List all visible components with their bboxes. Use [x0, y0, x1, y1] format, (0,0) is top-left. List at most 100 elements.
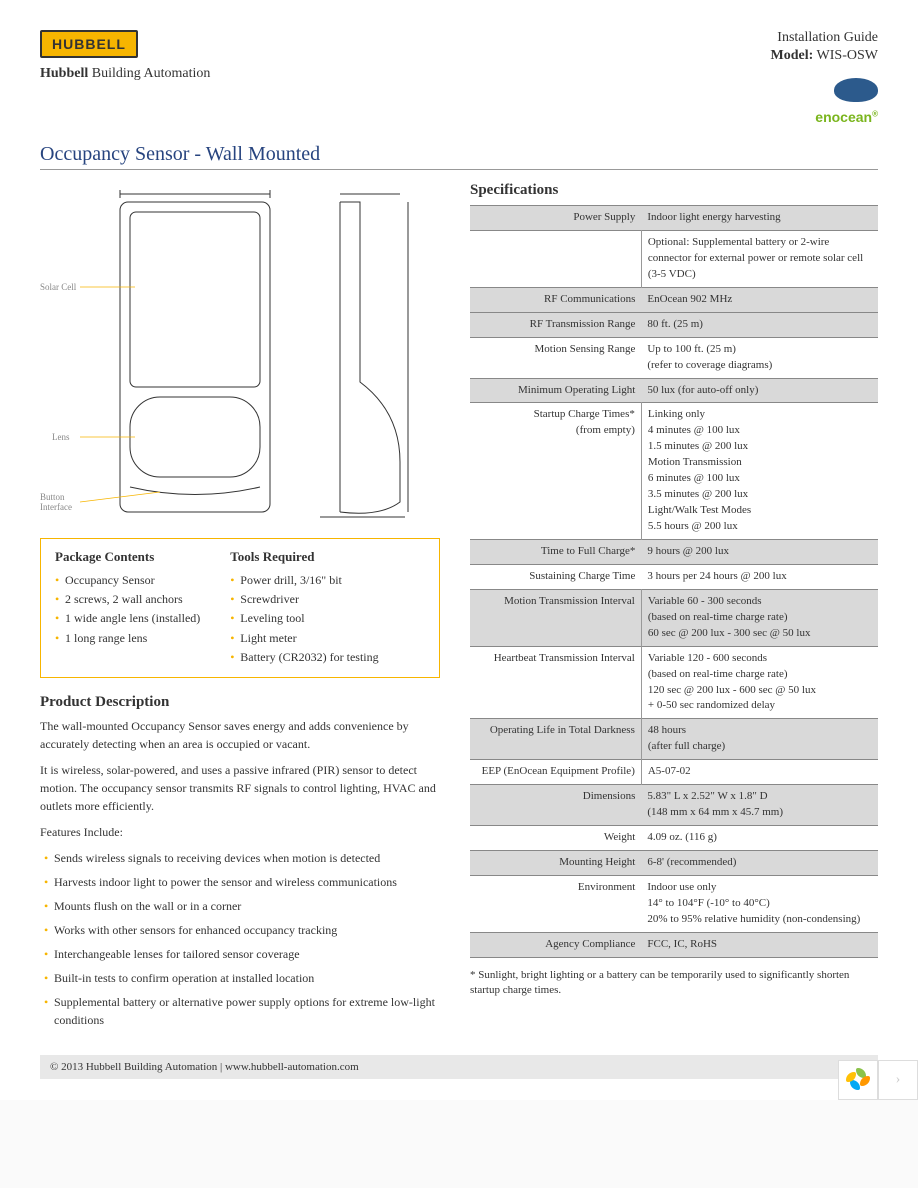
enocean-logo: enocean® [771, 78, 878, 125]
list-item: Power drill, 3/16" bit [230, 571, 378, 590]
spec-value: Variable 120 - 600 seconds (based on rea… [641, 646, 878, 719]
page-title: Occupancy Sensor - Wall Mounted [40, 143, 878, 170]
package-list: Occupancy Sensor2 screws, 2 wall anchors… [55, 571, 200, 648]
tools-head: Tools Required [230, 549, 378, 565]
spec-row: EnvironmentIndoor use only 14° to 104°F … [470, 875, 878, 932]
guide-block: Installation Guide Model: WIS-OSW enocea… [771, 30, 878, 125]
list-item: 2 screws, 2 wall anchors [55, 590, 200, 609]
dolphin-icon [834, 78, 878, 102]
spec-head: Specifications [470, 182, 878, 199]
list-item: Harvests indoor light to power the senso… [40, 873, 440, 891]
enocean-text: enocean® [771, 109, 878, 125]
list-item: Built-in tests to confirm operation at i… [40, 969, 440, 987]
spec-row: Heartbeat Transmission IntervalVariable … [470, 646, 878, 719]
pinwheel-button[interactable] [838, 1060, 878, 1100]
spec-label: Dimensions [470, 785, 641, 826]
spec-row: Motion Sensing RangeUp to 100 ft. (25 m)… [470, 337, 878, 378]
spec-row: Time to Full Charge*9 hours @ 200 lux [470, 539, 878, 564]
spec-value: 48 hours (after full charge) [641, 719, 878, 760]
list-item: Interchangeable lenses for tailored sens… [40, 945, 440, 963]
next-button[interactable]: › [878, 1060, 918, 1100]
list-item: Leveling tool [230, 609, 378, 628]
model-line: Model: WIS-OSW [771, 48, 878, 64]
list-item: Occupancy Sensor [55, 571, 200, 590]
tools-list: Power drill, 3/16" bitScrewdriverLevelin… [230, 571, 378, 667]
spec-row: RF CommunicationsEnOcean 902 MHz [470, 287, 878, 312]
spec-value: Indoor use only 14° to 104°F (-10° to 40… [641, 875, 878, 932]
spec-row: Operating Life in Total Darkness48 hours… [470, 719, 878, 760]
list-item: 1 long range lens [55, 629, 200, 648]
spec-footnote: * Sunlight, bright lighting or a battery… [470, 968, 878, 999]
brand-bold: Hubbell [40, 66, 88, 81]
spec-value: 5.83" L x 2.52" W x 1.8" D (148 mm x 64 … [641, 785, 878, 826]
spec-label: Operating Life in Total Darkness [470, 719, 641, 760]
spec-row: Mounting Height6-8' (recommended) [470, 851, 878, 876]
spec-label: Time to Full Charge* [470, 539, 641, 564]
spec-row: RF Transmission Range80 ft. (25 m) [470, 312, 878, 337]
brand-rest: Building Automation [88, 66, 210, 81]
package-box: Package Contents Occupancy Sensor2 screw… [40, 538, 440, 678]
brand-line: Hubbell Building Automation [40, 66, 210, 82]
spec-row: Weight4.09 oz. (116 g) [470, 826, 878, 851]
spec-row: Motion Transmission IntervalVariable 60 … [470, 589, 878, 646]
model-label: Model: [771, 48, 814, 63]
spec-row: Agency ComplianceFCC, IC, RoHS [470, 932, 878, 957]
package-head: Package Contents [55, 549, 200, 565]
spec-value: Linking only 4 minutes @ 100 lux 1.5 min… [641, 403, 878, 540]
model-value: WIS-OSW [813, 48, 878, 63]
list-item: Screwdriver [230, 590, 378, 609]
list-item: Mounts flush on the wall or in a corner [40, 897, 440, 915]
desc-p1: The wall-mounted Occupancy Sensor saves … [40, 717, 440, 753]
spec-label: Mounting Height [470, 851, 641, 876]
spec-label: Motion Sensing Range [470, 337, 641, 378]
list-item: Light meter [230, 629, 378, 648]
page-footer: © 2013 Hubbell Building Automation | www… [40, 1055, 878, 1079]
pinwheel-icon [846, 1068, 870, 1092]
list-item: 1 wide angle lens (installed) [55, 609, 200, 628]
spec-label: Agency Compliance [470, 932, 641, 957]
chevron-right-icon: › [896, 1072, 901, 1088]
spec-label: Startup Charge Times* (from empty) [470, 403, 641, 540]
spec-value: Up to 100 ft. (25 m) (refer to coverage … [641, 337, 878, 378]
logo-block: HUBBELL Hubbell Building Automation [40, 30, 210, 82]
spec-value: FCC, IC, RoHS [641, 932, 878, 957]
spec-label: RF Transmission Range [470, 312, 641, 337]
label-button: Button [40, 492, 65, 502]
spec-label: Weight [470, 826, 641, 851]
spec-row: Optional: Supplemental battery or 2-wire… [470, 230, 878, 287]
spec-label: Minimum Operating Light [470, 378, 641, 403]
desc-p3: Features Include: [40, 823, 440, 841]
spec-value: 80 ft. (25 m) [641, 312, 878, 337]
nav-widget: › [838, 1060, 918, 1100]
spec-row: EEP (EnOcean Equipment Profile)A5-07-02 [470, 760, 878, 785]
spec-label: RF Communications [470, 287, 641, 312]
spec-value: EnOcean 902 MHz [641, 287, 878, 312]
guide-title: Installation Guide [771, 30, 878, 46]
spec-value: 4.09 oz. (116 g) [641, 826, 878, 851]
spec-row: Dimensions5.83" L x 2.52" W x 1.8" D (14… [470, 785, 878, 826]
spec-label: Environment [470, 875, 641, 932]
spec-label: Sustaining Charge Time [470, 564, 641, 589]
label-solar: Solar Cell [40, 282, 77, 292]
spec-label: EEP (EnOcean Equipment Profile) [470, 760, 641, 785]
footer-left: © 2013 Hubbell Building Automation | www… [50, 1061, 359, 1073]
spec-value: 3 hours per 24 hours @ 200 lux [641, 564, 878, 589]
spec-label [470, 230, 641, 287]
label-lens: Lens [52, 432, 70, 442]
spec-value: 9 hours @ 200 lux [641, 539, 878, 564]
desc-p2: It is wireless, solar-powered, and uses … [40, 761, 440, 815]
hubbell-logo: HUBBELL [40, 30, 138, 58]
spec-table: Power SupplyIndoor light energy harvesti… [470, 205, 878, 958]
spec-row: Minimum Operating Light50 lux (for auto-… [470, 378, 878, 403]
features-list: Sends wireless signals to receiving devi… [40, 849, 440, 1029]
list-item: Sends wireless signals to receiving devi… [40, 849, 440, 867]
spec-value: 6-8' (recommended) [641, 851, 878, 876]
spec-label: Heartbeat Transmission Interval [470, 646, 641, 719]
label-button2: Interface [40, 502, 72, 512]
list-item: Supplemental battery or alternative powe… [40, 993, 440, 1029]
product-diagram: Solar Cell Lens Button Interface [40, 182, 440, 532]
spec-value: A5-07-02 [641, 760, 878, 785]
desc-head: Product Description [40, 694, 440, 711]
spec-row: Startup Charge Times* (from empty)Linkin… [470, 403, 878, 540]
spec-row: Sustaining Charge Time3 hours per 24 hou… [470, 564, 878, 589]
